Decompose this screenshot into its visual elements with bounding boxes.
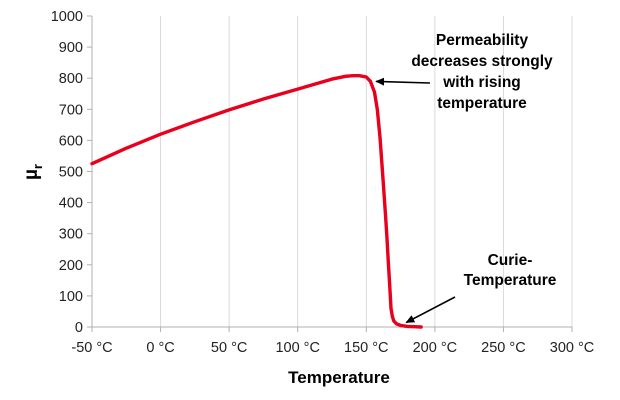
annotation-arrow-1	[405, 296, 456, 324]
x-tick-label-0: -50 °C	[71, 340, 112, 356]
x-tick-label-2: 50 °C	[211, 340, 247, 356]
x-tick-label-6: 250 °C	[481, 340, 526, 356]
annotation-0-line-0: Permeability	[436, 32, 529, 49]
annotation-1: Curie- Temperature	[464, 252, 557, 289]
y-tick-label-9: 900	[59, 40, 83, 56]
annotation-0: Permeability decreases strongly with risin…	[411, 32, 553, 112]
y-tick-label-4: 400	[59, 196, 83, 212]
svg-text:µr: µr	[21, 164, 45, 180]
y-tick-label-6: 600	[59, 133, 83, 149]
annotation-1-line-0: Curie-	[488, 252, 533, 269]
annotation-arrow-0	[375, 77, 431, 86]
y-tick-label-2: 200	[59, 258, 83, 274]
y-axis-title-sub: r	[30, 164, 45, 169]
grid	[160, 16, 573, 327]
x-axis-title: Temperature	[288, 368, 390, 387]
y-tick-label-5: 500	[59, 165, 83, 181]
x-tick-label-3: 100 °C	[275, 340, 320, 356]
y-tick-label-7: 700	[59, 102, 83, 118]
y-axis-title-main: µ	[21, 169, 42, 180]
annotation-0-line-2: with rising	[442, 74, 521, 91]
annotations: Permeability decreases strongly with risin…	[375, 32, 557, 324]
y-axis-title: µr	[21, 164, 45, 180]
series-line-0	[90, 74, 423, 329]
y-tick-label-3: 300	[59, 227, 83, 243]
annotation-0-line-1: decreases strongly	[411, 53, 553, 70]
x-tick-label-1: 0 °C	[146, 340, 174, 356]
annotation-0-line-3: temperature	[437, 95, 527, 112]
tick-labels: 0 100 200 300 400 500 600 700 800 900 1000 -50 °C 0 …	[51, 9, 595, 356]
series	[90, 74, 423, 329]
y-tick-label-0: 0	[75, 320, 83, 336]
x-tick-label-4: 150 °C	[344, 340, 389, 356]
annotation-1-line-1: Temperature	[464, 272, 557, 289]
y-tick-label-8: 800	[59, 71, 83, 87]
x-tick-label-7: 300 °C	[550, 340, 595, 356]
y-tick-label-1: 100	[59, 289, 83, 305]
y-tick-label-10: 1000	[51, 9, 83, 25]
x-tick-label-5: 200 °C	[413, 340, 458, 356]
axes	[87, 15, 573, 332]
